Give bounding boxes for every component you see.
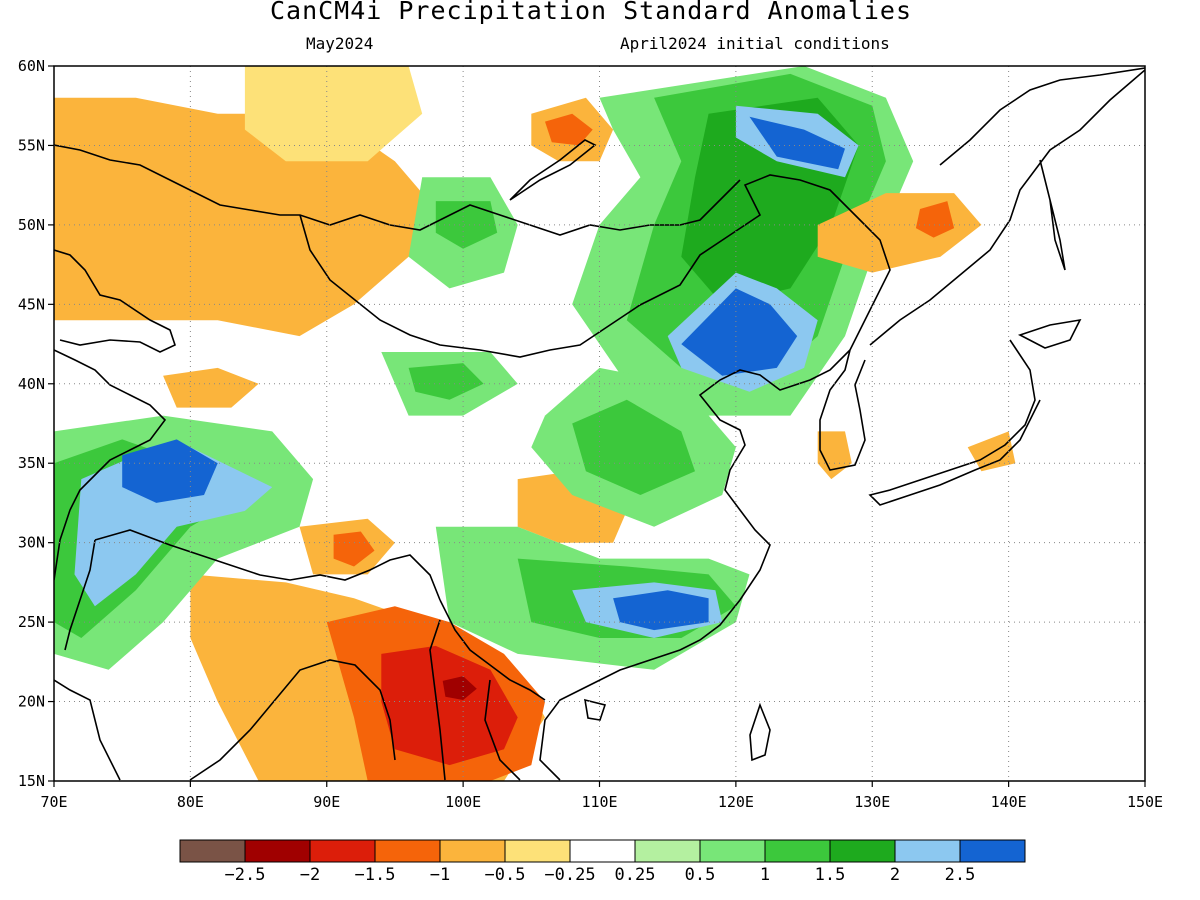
colorbar-swatch <box>374 839 441 863</box>
colorbar-swatch <box>569 839 636 863</box>
colorbar-swatch <box>439 839 506 863</box>
anomaly-region-kashgar-dry <box>163 367 259 408</box>
colorbar: −2.5 −2 −1.5 −1 −0.5 −0.25 0.25 0.5 1 1.5 2 2.5 <box>179 839 1026 885</box>
colorbar-label: −1 <box>430 865 450 885</box>
lat-tick-label: 55N <box>18 136 45 154</box>
hainan <box>584 698 607 721</box>
anomaly-region-yenisei-light-dry <box>244 66 423 162</box>
colorbar-label: −0.25 <box>544 865 595 885</box>
india-coast-and-borders <box>54 659 396 781</box>
lat-tick-label: 45N <box>18 295 45 313</box>
lon-tick-label: 140E <box>991 793 1027 811</box>
russia-far-east-coast <box>869 69 1145 346</box>
colorbar-swatch <box>634 839 701 863</box>
lat-tick-label: 30N <box>18 534 45 552</box>
anomaly-region-west-china-wet-core <box>408 363 484 400</box>
anomaly-region-myanmar-peak-dry <box>442 676 477 700</box>
caspian-aral-coast <box>54 249 176 353</box>
anomaly-region-myanmar-core-dry <box>381 645 518 766</box>
himalaya-border <box>94 529 441 601</box>
kazakh-russia-border <box>54 144 441 231</box>
anomaly-region-tibet-south-core <box>333 531 375 567</box>
mongolia-russia-border <box>439 179 741 236</box>
lat-tick-label: 35N <box>18 454 45 472</box>
colorbar-swatch <box>959 839 1026 863</box>
colorbar-swatch <box>829 839 896 863</box>
indochina-borders <box>429 599 546 781</box>
colorbar-label: −1.5 <box>355 865 396 885</box>
axis-ticks: 70E 80E 90E 100E 110E 120E 130E 140E 150E 15N 20N 2… <box>18 57 1163 811</box>
colorbar-label: −2.5 <box>225 865 266 885</box>
lon-tick-label: 80E <box>177 793 204 811</box>
anomaly-region-south-china-heavy-wet <box>613 590 709 631</box>
lat-tick-label: 15N <box>18 772 45 790</box>
colorbar-swatch <box>179 839 246 863</box>
lon-tick-label: 150E <box>1127 793 1163 811</box>
anomaly-region-mongolia-north-core <box>545 113 593 146</box>
colorbar-label: −0.5 <box>485 865 526 885</box>
anomaly-region-central-china-wet-core <box>572 399 695 495</box>
lon-tick-label: 110E <box>581 793 617 811</box>
colorbar-label: −2 <box>300 865 320 885</box>
west-asia-borders <box>54 349 167 581</box>
lon-tick-label: 100E <box>445 793 481 811</box>
anomaly-region-kashmir-heavy-wet <box>122 439 218 503</box>
colorbar-label: 1.5 <box>815 865 846 885</box>
coastlines-and-borders <box>54 67 1145 781</box>
colorbar-swatch <box>894 839 961 863</box>
lon-tick-label: 90E <box>313 793 340 811</box>
lat-tick-label: 25N <box>18 613 45 631</box>
japan-honshu <box>868 339 1041 506</box>
initial-conditions-label: April2024 initial conditions <box>620 34 890 53</box>
colorbar-label: 0.5 <box>685 865 716 885</box>
colorbar-swatch <box>244 839 311 863</box>
colorbar-swatch <box>764 839 831 863</box>
lon-tick-label: 70E <box>40 793 67 811</box>
kamchatka-okhotsk-coast <box>939 67 1145 166</box>
anomaly-region-japan-dry <box>967 431 1016 472</box>
anomaly-region-tibet-east-dry <box>517 471 627 543</box>
sakhalin-island <box>1039 159 1066 271</box>
anomaly-region-manchuria-dry-core <box>915 201 955 238</box>
china-mongolia-border <box>299 174 891 358</box>
anomaly-shading <box>54 66 1016 781</box>
lat-tick-label: 20N <box>18 693 45 711</box>
pakistan-border <box>64 539 96 651</box>
lat-tick-label: 60N <box>18 57 45 75</box>
taiwan <box>749 702 771 762</box>
lat-tick-label: 50N <box>18 216 45 234</box>
anomaly-region-amur-heavy-wet <box>749 116 845 170</box>
colorbar-swatch <box>699 839 766 863</box>
anomaly-region-inner-mongolia-heavy-wet <box>681 288 798 376</box>
colorbar-label: 1 <box>760 865 770 885</box>
map-title: CanCM4i Precipitation Standard Anomalies <box>269 0 913 25</box>
colorbar-swatch <box>309 839 376 863</box>
lon-tick-label: 120E <box>718 793 754 811</box>
colorbar-label: 2 <box>890 865 900 885</box>
colorbar-label: 2.5 <box>945 865 976 885</box>
lat-lon-gridlines <box>54 66 1145 781</box>
china-coast <box>539 349 851 781</box>
forecast-month: May2024 <box>306 34 374 53</box>
colorbar-swatch <box>504 839 571 863</box>
colorbar-label: 0.25 <box>615 865 656 885</box>
anomaly-region-north-mongolia-wet-core <box>435 201 498 249</box>
baikal-lake <box>509 139 597 201</box>
lat-tick-label: 40N <box>18 375 45 393</box>
hokkaido <box>1017 318 1082 349</box>
lon-tick-label: 130E <box>854 793 890 811</box>
